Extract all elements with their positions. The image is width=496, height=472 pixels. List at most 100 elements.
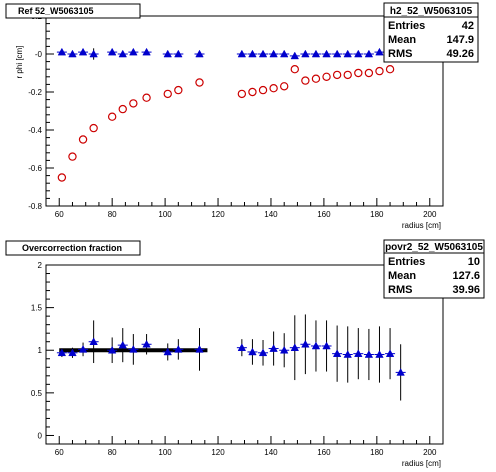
data-point-triangle: [118, 340, 127, 349]
x-tick-label: 140: [264, 448, 278, 457]
data-point-triangle: [375, 47, 384, 56]
data-point-circle: [311, 74, 321, 83]
data-point-circle: [269, 83, 278, 93]
y-axis-label-top: r phi [cm]: [15, 46, 24, 79]
data-point-triangle: [290, 343, 300, 351]
data-point-triangle: [279, 345, 289, 354]
data-point-triangle: [269, 344, 278, 352]
data-point-triangle: [290, 51, 300, 60]
x-axis-label-bottom: radius [cm]: [402, 459, 441, 468]
stat-rms-value-top: 49.26: [446, 48, 474, 60]
stat-name-bottom: povr2_52_W5063105: [385, 242, 483, 253]
data-point-triangle: [57, 348, 67, 357]
data-marks-bottom: [56, 314, 406, 401]
x-tick-label: 180: [370, 448, 384, 457]
data-point-triangle: [258, 348, 268, 357]
data-point-triangle: [129, 47, 138, 56]
data-point-circle: [57, 173, 67, 182]
data-point-triangle: [174, 49, 183, 58]
data-point-circle: [237, 89, 247, 99]
data-point-triangle: [89, 337, 98, 346]
data-point-triangle: [364, 49, 374, 58]
data-point-circle: [364, 68, 374, 78]
data-point-circle: [290, 64, 299, 74]
stat-entries-label-bottom: Entries: [388, 256, 425, 268]
y-tick-label: 0: [38, 431, 43, 440]
data-point-triangle: [195, 49, 204, 58]
data-point-triangle: [311, 341, 321, 350]
data-point-triangle: [322, 49, 331, 58]
y-tick-label: 1.5: [31, 304, 43, 313]
data-point-circle: [258, 85, 268, 95]
data-point-triangle: [311, 49, 321, 58]
data-point-triangle: [57, 47, 67, 56]
x-tick-label: 160: [317, 210, 331, 219]
data-point-triangle: [163, 49, 172, 58]
data-point-triangle: [142, 47, 151, 56]
data-point-triangle: [354, 49, 363, 58]
data-point-triangle: [78, 345, 88, 353]
data-point-circle: [118, 104, 127, 114]
data-point-triangle: [364, 350, 374, 358]
data-point-triangle: [237, 49, 247, 58]
data-point-triangle: [237, 343, 247, 351]
y-axis-ticks-bottom: 0 0.5 1 1.5 2: [31, 261, 54, 440]
data-point-triangle: [195, 345, 204, 353]
title-box-bottom: Overcorrection fraction: [5, 240, 141, 256]
x-axis-ticks-top: 60 80 100 120 140 160 180 200: [45, 198, 444, 219]
data-point-triangle: [301, 49, 310, 58]
x-axis-ticks-bottom: 60 80 100 120 140 160 180 200: [45, 436, 444, 457]
data-point-triangle: [332, 349, 342, 357]
x-tick-label: 60: [55, 448, 64, 457]
data-point-circle: [195, 78, 204, 87]
stat-entries-label-top: Entries: [388, 20, 425, 32]
stat-rms-value-bottom: 39.96: [452, 284, 480, 296]
data-point-triangle: [269, 49, 278, 58]
data-point-circle: [142, 93, 151, 102]
data-point-triangle: [396, 368, 405, 376]
data-point-circle: [301, 76, 310, 85]
y-tick-label: 0.5: [31, 389, 43, 398]
x-tick-label: 100: [158, 448, 172, 457]
data-point-triangle: [375, 350, 384, 358]
y-tick-label: -0.2: [28, 88, 42, 97]
data-point-triangle: [301, 339, 310, 348]
data-point-circle: [174, 85, 183, 95]
x-axis-label-top: radius [cm]: [402, 221, 441, 230]
data-point-triangle: [142, 339, 151, 348]
data-point-circle: [375, 66, 384, 76]
data-point-triangle: [129, 345, 138, 353]
data-point-circle: [322, 72, 331, 82]
data-point-circle: [78, 135, 88, 144]
data-point-triangle: [118, 49, 127, 58]
y-tick-label: -0.4: [28, 126, 42, 135]
x-tick-label: 180: [370, 210, 384, 219]
data-point-triangle: [343, 49, 352, 58]
x-tick-label: 100: [158, 210, 172, 219]
y-tick-label: -0: [35, 50, 43, 59]
data-point-circle: [332, 70, 342, 80]
stat-mean-label-bottom: Mean: [388, 270, 416, 282]
data-point-triangle: [354, 349, 363, 357]
stat-entries-value-top: 42: [462, 20, 474, 32]
data-point-circle: [89, 123, 98, 133]
data-point-triangle: [279, 49, 289, 58]
stat-mean-label-top: Mean: [388, 34, 416, 46]
y-axis-ticks-top: -0.8-0.6-0.4-0.2-00.2: [28, 12, 54, 211]
data-point-triangle: [332, 49, 342, 58]
data-point-circle: [248, 87, 257, 97]
x-tick-label: 60: [55, 210, 64, 219]
panel-bottom: 0 0.5 1 1.5 2 60 80 100 120 140 160 180 200 radius …: [5, 239, 485, 468]
stat-mean-value-bottom: 127.6: [452, 270, 480, 282]
x-tick-label: 120: [211, 210, 225, 219]
data-point-circle: [107, 112, 117, 121]
x-tick-label: 120: [211, 448, 225, 457]
data-point-triangle: [385, 349, 395, 357]
stat-box-top: h2_52_W5063105 Entries 42 Mean 147.9 RMS…: [383, 2, 479, 63]
data-point-triangle: [68, 49, 77, 58]
y-tick-label: -0.6: [28, 164, 42, 173]
stat-box-bottom: povr2_52_W5063105 Entries 10 Mean 127.6 …: [383, 239, 485, 299]
data-point-triangle: [258, 49, 268, 58]
x-tick-label: 200: [423, 210, 437, 219]
y-tick-label: 2: [38, 261, 43, 270]
